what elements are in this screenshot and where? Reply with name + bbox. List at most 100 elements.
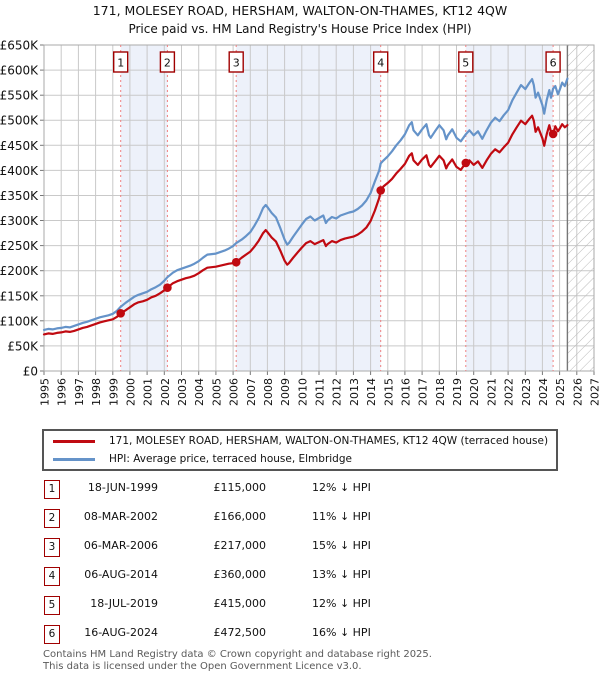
border-group <box>43 44 595 372</box>
legend-label-hpi: HPI: Average price, terraced house, Elmb… <box>109 453 352 465</box>
sale-marker-number: 6 <box>550 57 557 70</box>
x-tick-label: 2018 <box>434 378 447 406</box>
x-labels-group: 1995 1996 1997 1998 1999 2000 2001 2002 2003 2004… <box>39 378 600 406</box>
x-tick-label: 2004 <box>193 378 206 406</box>
marker-boxes-group: 1 2 3 4 5 6 <box>112 51 561 73</box>
sale-row-price: £360,000 <box>213 568 267 581</box>
legend-label-price: 171, MOLESEY ROAD, HERSHAM, WALTON-ON-TH… <box>109 435 549 447</box>
price-line-swatch <box>53 439 95 443</box>
x-tick-label: 2020 <box>468 378 481 406</box>
page-title: 171, MOLESEY ROAD, HERSHAM, WALTON-ON-TH… <box>92 3 508 18</box>
y-tick-label: £150K <box>0 289 39 303</box>
x-tick-label: 2025 <box>554 378 567 406</box>
x-tick-label: 2017 <box>417 378 430 406</box>
x-tick-label: 2022 <box>503 378 516 406</box>
x-tick-label: 2005 <box>210 378 223 406</box>
y-tick-label: £100K <box>0 314 39 328</box>
x-tick-label: 2007 <box>245 378 258 406</box>
price-chart: 1 2 3 4 5 6 £0 £50K £100K £150K £200K £250K £300K £3… <box>0 39 600 407</box>
y-tick-label: £50K <box>7 339 39 353</box>
sale-dot <box>376 186 386 195</box>
x-tick-label: 2012 <box>331 378 344 406</box>
y-labels-group: £0 £50K £100K £150K £200K £250K £300K £350K £400… <box>0 39 39 379</box>
hpi-line-swatch <box>53 457 95 461</box>
sale-marker-box <box>228 51 244 73</box>
bands-group <box>120 45 554 371</box>
sale-row: 2 08-MAR-2002 £166,000 11% ↓ HPI <box>0 505 600 534</box>
x-tick-label: 2006 <box>228 378 241 406</box>
sale-marker-number: 3 <box>233 57 240 70</box>
footer: Contains HM Land Registry data © Crown c… <box>43 649 432 672</box>
legend-item-price: 171, MOLESEY ROAD, HERSHAM, WALTON-ON-TH… <box>44 433 556 449</box>
x-tick-label: 2008 <box>262 378 275 406</box>
x-tick-label: 2013 <box>348 378 361 406</box>
hpi-line <box>42 77 569 331</box>
sale-dot <box>461 158 471 168</box>
sale-row: 3 06-MAR-2006 £217,000 15% ↓ HPI <box>0 534 600 563</box>
sale-row-hpi-note: 16% ↓ HPI <box>312 626 371 639</box>
sale-marker-box <box>545 51 561 73</box>
sale-marker-box <box>373 51 389 73</box>
sale-row-date: 08-MAR-2002 <box>83 510 158 523</box>
sale-row-hpi-note: 15% ↓ HPI <box>312 539 371 552</box>
page-subtitle: Price paid vs. HM Land Registry's House … <box>128 22 472 36</box>
sale-row: 6 16-AUG-2024 £472,500 16% ↓ HPI <box>0 621 600 650</box>
y-tick-label: £300K <box>0 214 39 228</box>
x-tick-label: 2014 <box>365 378 378 406</box>
sale-marker-box <box>112 51 129 73</box>
sale-row-hpi-note: 12% ↓ HPI <box>312 597 371 610</box>
x-tick-label: 1997 <box>73 378 86 406</box>
ownership-band <box>120 45 168 371</box>
series-group <box>42 77 569 336</box>
chart-legend: 171, MOLESEY ROAD, HERSHAM, WALTON-ON-TH… <box>42 429 558 471</box>
sale-dot <box>116 309 125 318</box>
sale-row-price: £217,000 <box>213 539 267 552</box>
x-tick-label: 2002 <box>159 378 172 406</box>
y-tick-label: £0 <box>23 365 38 379</box>
sale-row: 4 06-AUG-2014 £360,000 13% ↓ HPI <box>0 563 600 592</box>
x-tick-label: 2016 <box>399 378 412 406</box>
sale-dot <box>231 257 241 267</box>
sale-dot <box>548 129 558 139</box>
price-line <box>42 114 569 336</box>
sale-row-number: 1 <box>44 480 60 499</box>
x-tick-label: 2024 <box>537 378 550 406</box>
sale-row-number: 2 <box>44 509 60 528</box>
plot-border <box>43 44 595 372</box>
x-tick-label: 2021 <box>485 378 498 406</box>
x-tick-label: 2019 <box>451 378 464 406</box>
sales-table: 1 18-JUN-1999 £115,000 12% ↓ HPI 2 08-MAR-200… <box>0 476 600 650</box>
ownership-band <box>465 45 554 371</box>
y-tick-label: £400K <box>0 164 39 178</box>
sale-row-date: 18-JUL-2019 <box>90 597 158 610</box>
footer-line2: This data is licensed under the Open Gov… <box>43 660 362 672</box>
sale-row: 5 18-JUL-2019 £415,000 12% ↓ HPI <box>0 592 600 621</box>
x-tick-label: 1998 <box>90 378 103 406</box>
x-tick-label: 2009 <box>279 378 292 406</box>
x-tick-label: 2023 <box>520 378 533 406</box>
sale-row-price: £415,000 <box>213 597 267 610</box>
sale-dot <box>163 283 172 293</box>
sale-row-hpi-note: 13% ↓ HPI <box>312 568 371 581</box>
y-tick-label: £600K <box>0 64 39 78</box>
y-tick-label: £650K <box>0 39 39 53</box>
y-tick-label: £450K <box>0 139 39 153</box>
sale-marker-box <box>458 51 474 73</box>
sale-marker-number: 4 <box>377 57 384 70</box>
y-tick-label: £350K <box>0 189 39 203</box>
x-tick-label: 2003 <box>176 378 189 406</box>
sale-row-hpi-note: 12% ↓ HPI <box>312 481 371 494</box>
x-tick-label: 2015 <box>382 378 395 406</box>
x-tick-label: 2027 <box>589 378 600 406</box>
sale-row-price: £166,000 <box>213 510 267 523</box>
x-tick-label: 2001 <box>142 378 155 406</box>
sale-row: 1 18-JUN-1999 £115,000 12% ↓ HPI <box>0 476 600 505</box>
sale-row-number: 4 <box>44 567 60 586</box>
y-tick-label: £200K <box>0 264 39 278</box>
ownership-band <box>236 45 381 371</box>
x-tick-label: 1996 <box>56 378 69 406</box>
x-tick-label: 1995 <box>39 378 52 406</box>
sale-row-date: 18-JUN-1999 <box>87 481 158 494</box>
y-tick-label: £500K <box>0 114 39 128</box>
